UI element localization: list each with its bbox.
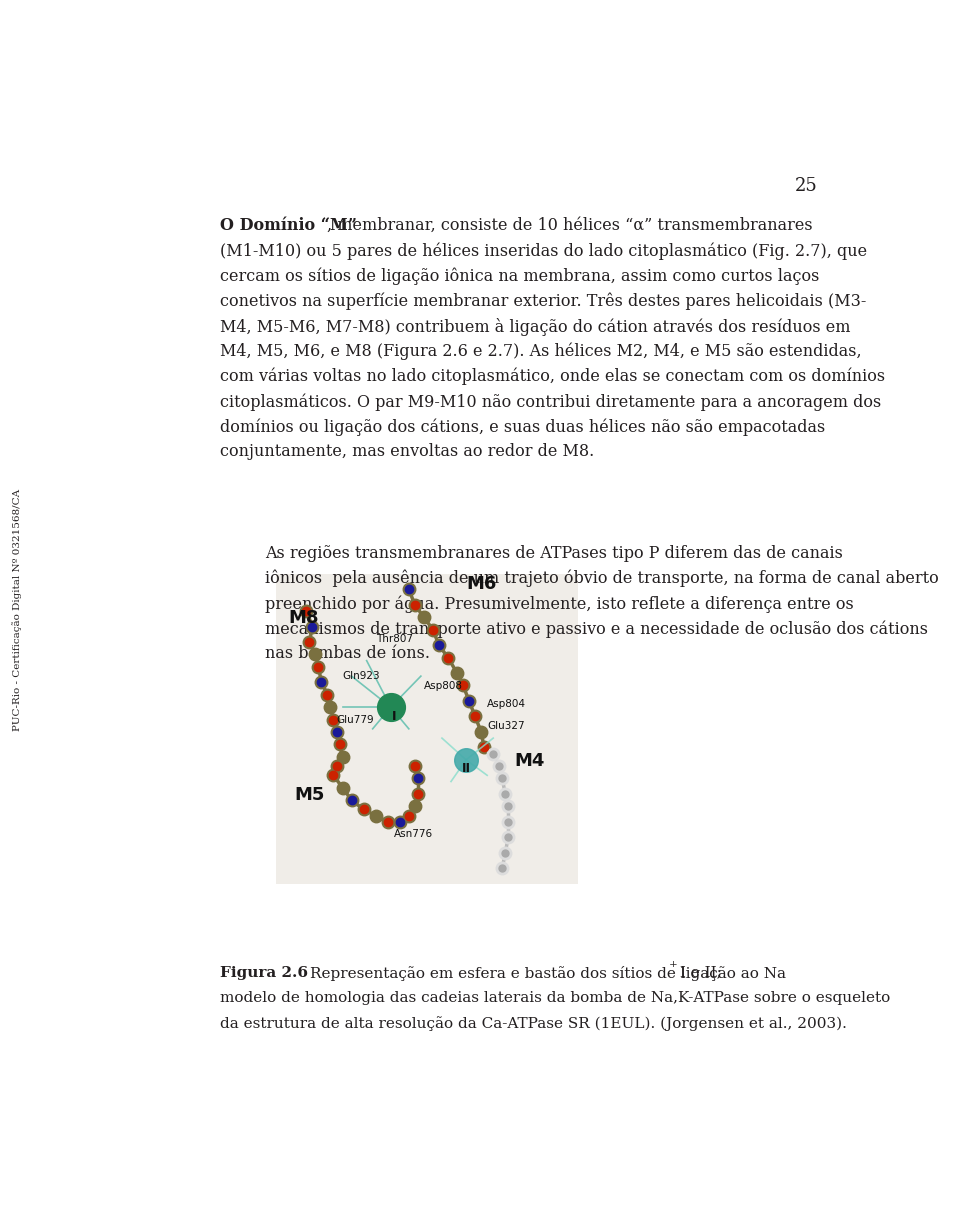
Text: , membranar, consiste de 10 hélices “α” transmembranares: , membranar, consiste de 10 hélices “α” … <box>326 217 812 234</box>
Text: mecanismos de transporte ativo e passivo e a necessidade de oclusão dos cátions: mecanismos de transporte ativo e passivo… <box>265 620 928 638</box>
Text: cercam os sítios de ligação iônica na membrana, assim como curtos laços: cercam os sítios de ligação iônica na me… <box>221 267 820 284</box>
Text: PUC-Rio - Certificação Digital Nº 0321568/CA: PUC-Rio - Certificação Digital Nº 032156… <box>12 489 22 731</box>
Text: da estrutura de alta resolução da Ca-ATPase SR (1EUL). (Jorgensen et al., 2003).: da estrutura de alta resolução da Ca-ATP… <box>221 1016 848 1031</box>
Text: com várias voltas no lado citoplasmático, onde elas se conectam com os domínios: com várias voltas no lado citoplasmático… <box>221 368 885 386</box>
Text: modelo de homologia das cadeias laterais da bomba de Na,K-ATPase sobre o esquele: modelo de homologia das cadeias laterais… <box>221 991 891 1005</box>
Bar <box>276 573 578 883</box>
Text: M4, M5, M6, e M8 (Figura 2.6 e 2.7). As hélices M2, M4, e M5 são estendidas,: M4, M5, M6, e M8 (Figura 2.6 e 2.7). As … <box>221 343 862 360</box>
Text: M4, M5-M6, M7-M8) contribuem à ligação do cátion através dos resíduos em: M4, M5-M6, M7-M8) contribuem à ligação d… <box>221 317 851 336</box>
Text: conjuntamente, mas envoltas ao redor de M8.: conjuntamente, mas envoltas ao redor de … <box>221 443 594 460</box>
Text: O Domínio “M”: O Domínio “M” <box>221 217 357 234</box>
Text: I e II;: I e II; <box>675 965 722 980</box>
Text: (M1-M10) ou 5 pares de hélices inseridas do lado citoplasmático (Fig. 2.7), que: (M1-M10) ou 5 pares de hélices inseridas… <box>221 242 868 260</box>
Text: nas bombas de íons.: nas bombas de íons. <box>265 645 430 662</box>
Text: 25: 25 <box>795 177 818 195</box>
Text: Representação em esfera e bastão dos sítios de ligação ao Na: Representação em esfera e bastão dos sít… <box>310 965 785 981</box>
Text: iônicos  pela ausência de um trajeto óbvio de transporte, na forma de canal aber: iônicos pela ausência de um trajeto óbvi… <box>265 570 939 587</box>
Text: preenchido por água. Presumivelmente, isto reflete a diferença entre os: preenchido por água. Presumivelmente, is… <box>265 595 853 612</box>
Text: +: + <box>668 960 677 969</box>
Text: citoplasmáticos. O par M9-M10 não contribui diretamente para a ancoragem dos: citoplasmáticos. O par M9-M10 não contri… <box>221 393 881 411</box>
Text: As regiões transmembranares de ATPases tipo P diferem das de canais: As regiões transmembranares de ATPases t… <box>265 544 843 561</box>
Text: domínios ou ligação dos cátions, e suas duas hélices não são empacotadas: domínios ou ligação dos cátions, e suas … <box>221 418 826 436</box>
Text: Figura 2.6: Figura 2.6 <box>221 965 308 980</box>
Text: conetivos na superfície membranar exterior. Três destes pares helicoidais (M3-: conetivos na superfície membranar exteri… <box>221 293 867 310</box>
